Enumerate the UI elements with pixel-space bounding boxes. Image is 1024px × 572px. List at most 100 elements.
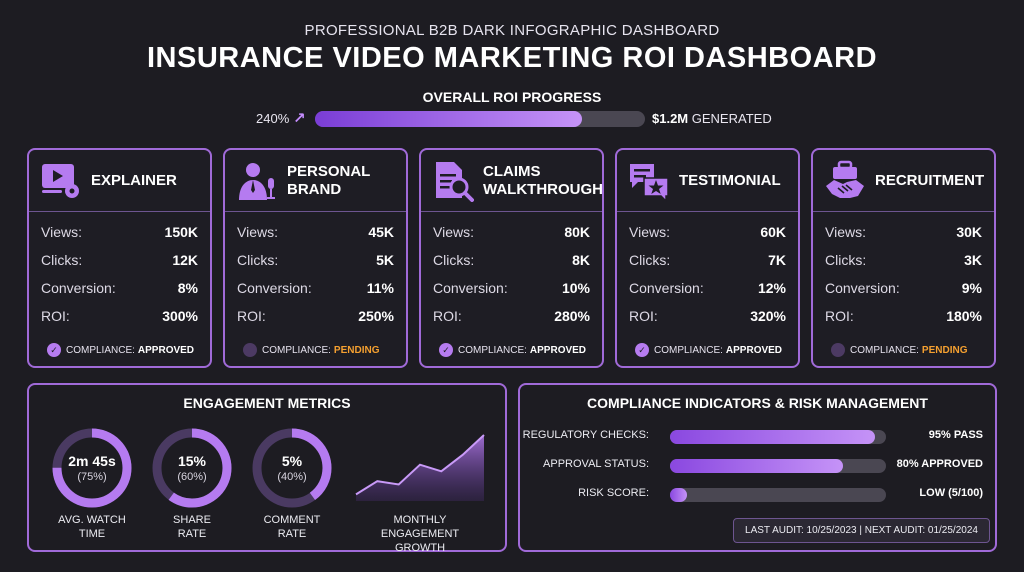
compliance-status: APPROVED: [529, 344, 587, 356]
generated-amount: $1.2M GENERATED: [652, 111, 772, 126]
growth-label-line-2: GROWTH: [394, 542, 446, 554]
compliance-status: PENDING: [921, 344, 968, 356]
gauge-label: AVG. WATCH TIME: [37, 513, 147, 541]
compliance-prefix: COMPLIANCE:: [458, 344, 527, 356]
stat-value: 8%: [177, 280, 198, 296]
video-card-explainer: EXPLAINER Views: 150K Clicks: 12K Conver…: [27, 148, 212, 368]
compliance-badge: ✓ COMPLIANCE: APPROVED: [47, 343, 194, 357]
stat-value: 80K: [564, 224, 590, 240]
gauge-label-line-1: AVG. WATCH: [58, 514, 126, 526]
stat-label: Clicks:: [825, 252, 867, 268]
video-card-testimonial: TESTIMONIAL Views: 60K Clicks: 7K Conver…: [615, 148, 800, 368]
stat-label: ROI:: [41, 308, 70, 324]
gauge-fill: [52, 428, 132, 508]
stat-label: Views:: [825, 224, 866, 240]
gauge-ring: [152, 428, 232, 508]
risk-progress-bar: [670, 459, 886, 473]
risk-label: APPROVAL STATUS:: [543, 458, 649, 470]
video-gear-icon: [40, 160, 82, 202]
compliance-prefix: COMPLIANCE:: [66, 344, 135, 356]
document-magnifier-icon: [432, 160, 474, 202]
generated-label: GENERATED: [691, 111, 772, 126]
presenter-microphone-icon: [236, 160, 278, 202]
video-card-recruitment: RECRUITMENT Views: 30K Clicks: 3K Conver…: [811, 148, 996, 368]
stat-label: ROI:: [825, 308, 854, 324]
gauge-label-line-1: SHARE: [173, 514, 211, 526]
stat-value: 12K: [172, 252, 198, 268]
stat-label: Clicks:: [629, 252, 671, 268]
stat-label: Conversion:: [825, 280, 900, 296]
gauge-value: 2m 45s: [68, 453, 116, 469]
video-card-personal-brand: PERSONAL BRAND Views: 45K Clicks: 5K Con…: [223, 148, 408, 368]
risk-progress-fill: [670, 488, 688, 502]
card-title: CLAIMS WALKTHROUGH: [483, 163, 603, 198]
card-title: EXPLAINER: [91, 172, 177, 189]
donut-gauge: 5% (40%): [251, 427, 333, 509]
stat-label: ROI:: [629, 308, 658, 324]
audit-dates: LAST AUDIT: 10/25/2023 | NEXT AUDIT: 01/…: [733, 518, 990, 543]
gauge-label-line-1: COMMENT: [263, 514, 321, 526]
trend-up-arrow-icon: ↗: [293, 110, 306, 127]
overall-roi-row: 240% ↗ $1.2M GENERATED: [0, 109, 1024, 129]
risk-progress-bar: [670, 430, 886, 444]
compliance-status: APPROVED: [725, 344, 783, 356]
stat-value: 60K: [760, 224, 786, 240]
gauge-value: 5%: [281, 453, 303, 469]
stat-value: 8K: [572, 252, 590, 268]
stat-label: Views:: [237, 224, 278, 240]
pending-circle-icon: [831, 343, 845, 357]
stat-value: 150K: [164, 224, 198, 240]
donut-gauge: 15% (60%): [151, 427, 233, 509]
stat-label: ROI:: [237, 308, 266, 324]
gauge-ring: [52, 428, 132, 508]
pending-circle-icon: [243, 343, 257, 357]
risk-progress-bar: [670, 488, 886, 502]
growth-label: MONTHLY ENGAGEMENT GROWTH: [365, 513, 475, 555]
risk-value: 80% APPROVED: [896, 458, 983, 470]
dashboard-supertitle: PROFESSIONAL B2B DARK INFOGRAPHIC DASHBO…: [304, 22, 720, 39]
stat-label: Conversion:: [237, 280, 312, 296]
stat-label: Clicks:: [237, 252, 279, 268]
risk-value: LOW (5/100): [919, 487, 983, 499]
stat-value: 180%: [946, 308, 982, 324]
stat-label: Conversion:: [629, 280, 704, 296]
monthly-engagement-growth-chart: [355, 434, 485, 501]
gauge-value: 15%: [177, 453, 207, 469]
overall-roi-value: 240%: [256, 111, 290, 126]
stat-label: Clicks:: [41, 252, 83, 268]
card-header: EXPLAINER: [29, 150, 210, 212]
gauge-label: COMMENT RATE: [237, 513, 347, 541]
gauge-label: SHARE RATE: [137, 513, 247, 541]
card-header: PERSONAL BRAND: [225, 150, 406, 212]
compliance-badge: COMPLIANCE: PENDING: [831, 343, 967, 357]
risk-progress-fill: [670, 459, 843, 473]
compliance-status: APPROVED: [137, 344, 195, 356]
check-circle-icon: ✓: [635, 343, 649, 357]
stat-value: 5K: [376, 252, 394, 268]
engagement-metrics-panel: ENGAGEMENT METRICS 2m 45s (75%) AVG. WAT…: [27, 383, 507, 555]
compliance-prefix: COMPLIANCE:: [262, 344, 331, 356]
card-header: TESTIMONIAL: [617, 150, 798, 212]
compliance-risk-panel: COMPLIANCE INDICATORS & RISK MANAGEMENT …: [518, 383, 997, 552]
stat-label: Conversion:: [41, 280, 116, 296]
gauge-label-line-2: RATE: [277, 528, 307, 540]
stat-value: 12%: [757, 280, 786, 296]
gauge-fill: [252, 428, 332, 508]
gauge-ring: [252, 428, 332, 508]
stat-label: ROI:: [433, 308, 462, 324]
stat-label: Views:: [433, 224, 474, 240]
compliance-badge: ✓ COMPLIANCE: APPROVED: [635, 343, 782, 357]
video-card-claims-walkthrough: CLAIMS WALKTHROUGH Views: 80K Clicks: 8K…: [419, 148, 604, 368]
stat-value: 280%: [554, 308, 590, 324]
risk-progress-fill: [670, 430, 876, 444]
compliance-badge: ✓ COMPLIANCE: APPROVED: [439, 343, 586, 357]
stat-value: 30K: [956, 224, 982, 240]
page-title: INSURANCE VIDEO MARKETING ROI DASHBOARD: [146, 42, 878, 74]
card-header: RECRUITMENT: [813, 150, 994, 212]
growth-area: [356, 435, 484, 501]
risk-label: RISK SCORE:: [578, 487, 649, 499]
generated-value: $1.2M: [652, 111, 689, 126]
check-circle-icon: ✓: [47, 343, 61, 357]
donut-gauge: 2m 45s (75%): [51, 427, 133, 509]
engagement-metrics-title: ENGAGEMENT METRICS: [183, 395, 351, 411]
